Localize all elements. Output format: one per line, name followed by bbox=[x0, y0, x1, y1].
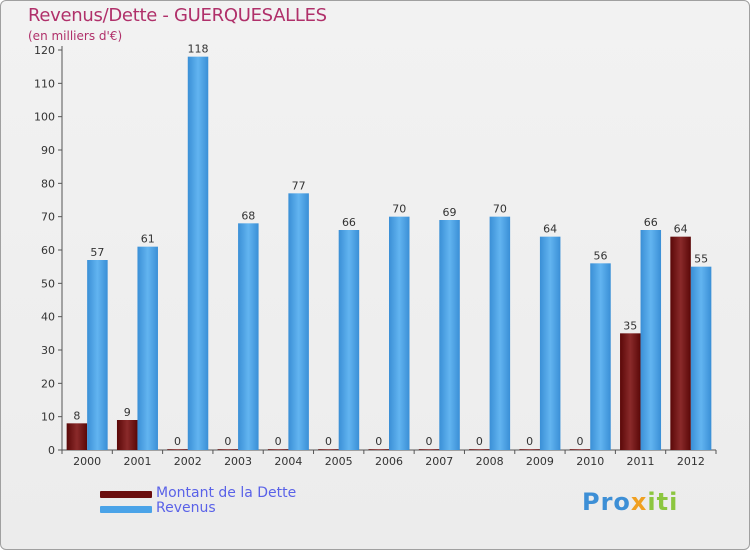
bar-revenus bbox=[238, 223, 259, 450]
data-label-dette: 0 bbox=[476, 435, 483, 448]
x-tick-label: 2008 bbox=[476, 455, 504, 468]
bar-revenus bbox=[640, 230, 662, 450]
legend-swatch-dette bbox=[100, 491, 152, 498]
data-label-revenus: 66 bbox=[644, 216, 658, 229]
y-tick-label: 30 bbox=[41, 344, 55, 357]
x-tick-label: 2000 bbox=[73, 455, 101, 468]
y-tick-label: 20 bbox=[41, 377, 55, 390]
data-label-dette: 0 bbox=[526, 435, 533, 448]
bar-revenus bbox=[590, 263, 611, 450]
bar-dette bbox=[368, 449, 389, 450]
data-label-dette: 0 bbox=[576, 435, 583, 448]
data-label-revenus: 64 bbox=[543, 223, 557, 236]
legend-swatch-revenus bbox=[100, 506, 152, 513]
x-tick-label: 2005 bbox=[325, 455, 353, 468]
data-label-revenus: 118 bbox=[188, 43, 209, 56]
x-tick-label: 2010 bbox=[576, 455, 604, 468]
data-label-revenus: 61 bbox=[141, 233, 155, 246]
x-tick-label: 2001 bbox=[123, 455, 151, 468]
x-tick-label: 2012 bbox=[677, 455, 705, 468]
bar-revenus bbox=[187, 56, 209, 451]
data-label-dette: 0 bbox=[426, 435, 433, 448]
y-tick-label: 60 bbox=[41, 244, 55, 257]
bar-revenus bbox=[539, 236, 561, 450]
y-tick-label: 50 bbox=[41, 277, 55, 290]
data-label-revenus: 70 bbox=[493, 203, 507, 216]
bar-dette bbox=[267, 449, 289, 450]
bar-revenus bbox=[389, 216, 410, 450]
data-label-revenus: 70 bbox=[392, 203, 406, 216]
x-tick-label: 2007 bbox=[425, 455, 453, 468]
x-tick-label: 2003 bbox=[224, 455, 252, 468]
data-label-revenus: 57 bbox=[90, 246, 104, 259]
data-label-dette: 0 bbox=[174, 435, 181, 448]
y-tick-label: 40 bbox=[41, 311, 55, 324]
y-tick-label: 90 bbox=[41, 144, 55, 157]
data-label-dette: 0 bbox=[275, 435, 282, 448]
data-label-dette: 0 bbox=[375, 435, 382, 448]
x-tick-label: 2006 bbox=[375, 455, 403, 468]
bar-dette bbox=[66, 423, 88, 450]
chart-subtitle: (en milliers d'€) bbox=[28, 29, 123, 43]
x-tick-label: 2002 bbox=[174, 455, 202, 468]
bar-revenus bbox=[87, 260, 108, 450]
bar-dette bbox=[217, 449, 239, 450]
data-label-revenus: 56 bbox=[593, 249, 607, 262]
data-label-revenus: 77 bbox=[292, 179, 306, 192]
data-label-dette: 64 bbox=[674, 223, 688, 236]
bar-dette bbox=[670, 236, 691, 450]
data-label-dette: 0 bbox=[325, 435, 332, 448]
bar-dette bbox=[167, 449, 188, 450]
data-label-revenus: 69 bbox=[443, 206, 457, 219]
proxiti-logo: Proxiti bbox=[582, 488, 679, 516]
bar-revenus bbox=[489, 216, 511, 450]
legend-label-revenus: Revenus bbox=[156, 500, 216, 516]
bar-revenus bbox=[439, 220, 460, 450]
legend-label-dette: Montant de la Dette bbox=[156, 485, 297, 501]
bar-dette bbox=[469, 449, 490, 450]
bar-revenus bbox=[338, 230, 360, 450]
data-label-dette: 9 bbox=[124, 406, 131, 419]
x-tick-label: 2009 bbox=[526, 455, 554, 468]
bar-dette bbox=[519, 449, 540, 450]
data-label-revenus: 68 bbox=[241, 209, 255, 222]
y-tick-label: 70 bbox=[41, 211, 55, 224]
data-label-dette: 8 bbox=[73, 409, 80, 422]
y-tick-label: 10 bbox=[41, 411, 55, 424]
y-tick-label: 100 bbox=[34, 111, 55, 124]
y-tick-label: 110 bbox=[34, 77, 55, 90]
data-label-dette: 0 bbox=[224, 435, 231, 448]
bar-dette bbox=[318, 449, 339, 450]
y-tick-label: 80 bbox=[41, 177, 55, 190]
data-label-dette: 35 bbox=[623, 319, 637, 332]
bar-revenus bbox=[137, 246, 158, 450]
bar-dette bbox=[569, 449, 591, 450]
bar-revenus bbox=[288, 193, 309, 451]
bar-dette bbox=[116, 420, 138, 450]
y-tick-label: 0 bbox=[48, 444, 55, 457]
bar-dette bbox=[418, 449, 440, 450]
bar-revenus bbox=[690, 266, 712, 450]
y-tick-label: 120 bbox=[34, 44, 55, 57]
x-tick-label: 2011 bbox=[627, 455, 655, 468]
bar-dette bbox=[620, 333, 641, 450]
data-label-revenus: 55 bbox=[694, 253, 708, 266]
x-tick-label: 2004 bbox=[274, 455, 302, 468]
chart-title: Revenus/Dette - GUERQUESALLES bbox=[28, 5, 327, 26]
data-label-revenus: 66 bbox=[342, 216, 356, 229]
